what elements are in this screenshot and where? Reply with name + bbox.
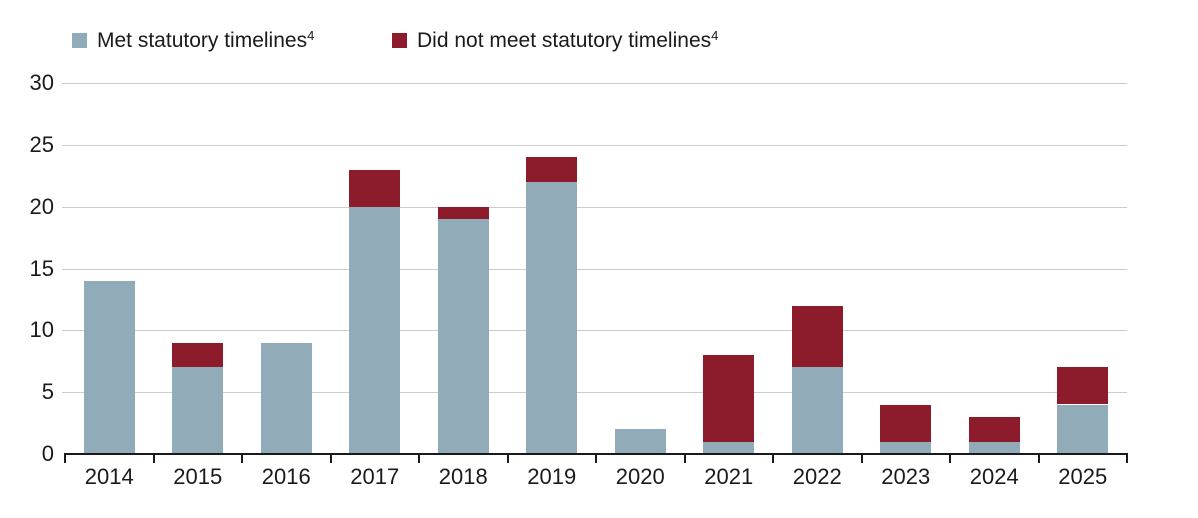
gridline-15	[62, 269, 1127, 270]
legend-item-met: Met statutory timelines4	[72, 28, 314, 54]
footnote-marker: 4	[307, 28, 315, 43]
chart-legend: Met statutory timelines4 Did not meet st…	[0, 28, 1198, 54]
gridline-10	[62, 330, 1127, 331]
x-axis-tick-1	[152, 453, 155, 463]
legend-label-not-met: Did not meet statutory timelines4	[417, 28, 719, 52]
x-axis-label-2022: 2022	[792, 464, 842, 489]
bar-segment-met-2019	[526, 181, 578, 454]
legend-swatch-met-icon	[72, 33, 87, 48]
bar-segment-not-met-2018	[437, 206, 489, 220]
x-axis-tick-2	[241, 453, 243, 463]
y-axis-label-25: 25	[29, 132, 54, 157]
legend-item-not-met: Did not meet statutory timelines4	[392, 28, 718, 54]
legend-swatch-not-met-icon	[392, 33, 407, 48]
bar-segment-not-met-2025	[1057, 367, 1109, 405]
y-axis-label-0: 0	[41, 441, 54, 466]
legend-label-met: Met statutory timelines4	[97, 28, 315, 52]
x-axis-label-2021: 2021	[704, 464, 754, 489]
x-axis-label-2017: 2017	[350, 464, 400, 489]
gridline-30	[62, 83, 1127, 84]
gridline-20	[62, 207, 1127, 208]
x-axis-label-2025: 2025	[1058, 464, 1108, 489]
gridline-25	[62, 145, 1127, 146]
x-axis-tick-3	[329, 453, 332, 463]
gridline-5	[62, 392, 1127, 393]
bar-segment-met-2022	[791, 367, 843, 454]
bar-segment-not-met-2024	[968, 416, 1020, 442]
bar-segment-met-2015	[172, 367, 224, 454]
x-axis-tick-6	[595, 453, 597, 463]
x-axis-tick-7	[683, 453, 686, 463]
y-axis-label-30: 30	[29, 70, 54, 95]
bar-segment-met-2024	[968, 441, 1020, 454]
x-axis-label-2024: 2024	[969, 464, 1019, 489]
x-axis-tick-9	[860, 453, 863, 463]
x-axis-tick-11	[1037, 453, 1040, 463]
y-axis-label-10: 10	[29, 317, 54, 342]
x-axis-label-2015: 2015	[173, 464, 223, 489]
x-axis-label-2016: 2016	[261, 464, 311, 489]
x-axis-tick-5	[506, 453, 509, 463]
x-axis-tick-0	[64, 453, 66, 463]
y-axis-label-5: 5	[41, 379, 54, 404]
bar-segment-met-2016	[260, 342, 312, 454]
x-axis-label-2023: 2023	[881, 464, 931, 489]
x-axis-label-2019: 2019	[527, 464, 577, 489]
footnote-marker: 4	[711, 28, 719, 43]
x-axis-tick-4	[418, 453, 420, 463]
bar-segment-not-met-2019	[526, 157, 578, 182]
bar-segment-met-2020	[614, 429, 666, 454]
bar-segment-not-met-2017	[349, 169, 401, 207]
bar-segment-met-2018	[437, 219, 489, 454]
x-axis-tick-8	[772, 453, 774, 463]
x-axis-label-2020: 2020	[615, 464, 665, 489]
bar-segment-met-2014	[83, 280, 135, 454]
x-axis-label-2014: 2014	[84, 464, 134, 489]
bar-segment-not-met-2015	[172, 342, 224, 368]
bar-segment-met-2025	[1057, 404, 1109, 454]
x-axis-label-2018: 2018	[438, 464, 488, 489]
bar-segment-met-2017	[349, 206, 401, 454]
bar-segment-not-met-2022	[791, 305, 843, 368]
bar-segment-not-met-2023	[880, 404, 932, 442]
x-axis-tick-12	[1126, 453, 1128, 463]
bar-segment-met-2023	[880, 441, 932, 454]
x-axis-tick-10	[949, 453, 951, 463]
bar-segment-met-2021	[703, 441, 755, 454]
y-axis-label-15: 15	[29, 256, 54, 281]
y-axis-label-20: 20	[29, 194, 54, 219]
bar-segment-not-met-2021	[703, 355, 755, 442]
